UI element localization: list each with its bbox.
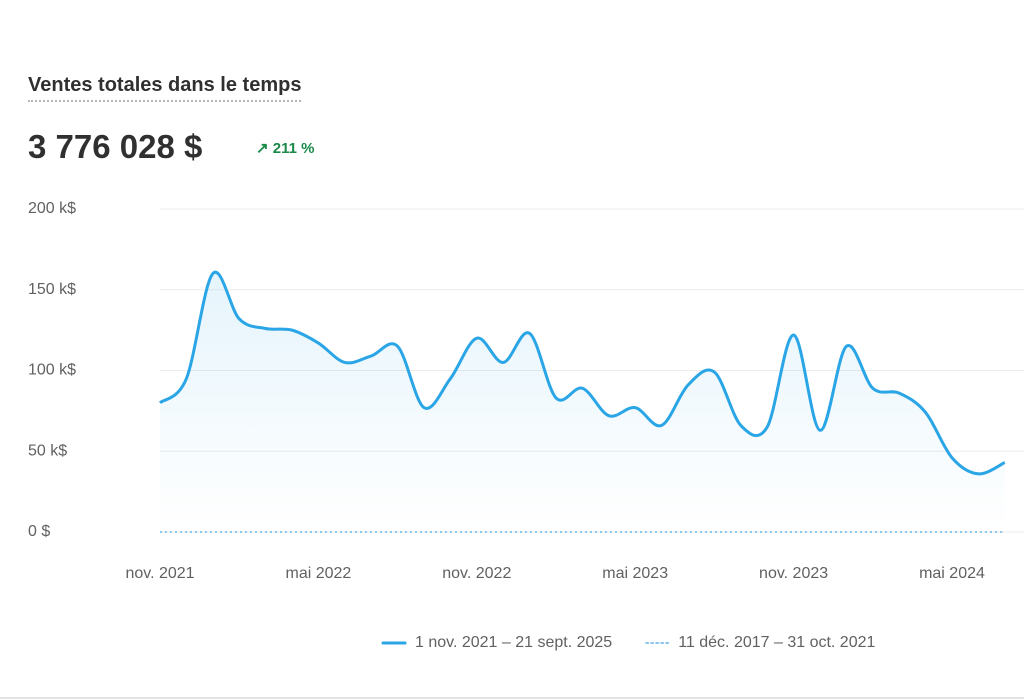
x-tick-label: mai 2022 [285, 565, 351, 582]
x-tick-label: nov. 2022 [442, 565, 511, 582]
x-tick-label: mai 2024 [919, 565, 985, 582]
area [160, 272, 1005, 532]
legend-label: 1 nov. 2021 – 21 sept. 2025 [415, 634, 612, 651]
y-tick-label: 200 k$ [28, 200, 76, 217]
y-tick-label: 50 k$ [28, 442, 67, 459]
plot [158, 270, 1006, 533]
card-title[interactable]: Ventes totales dans le temps [28, 74, 302, 102]
arrow-icon: ↗ [256, 140, 269, 157]
y-tick-label: 150 k$ [28, 281, 76, 298]
x-tick-label: nov. 2021 [125, 565, 194, 582]
total-value: 3 776 028 $ [28, 128, 203, 165]
change: ↗ 211 % [256, 139, 314, 157]
y-tick-label: 0 $ [28, 523, 50, 540]
x-tick-label: nov. 2023 [759, 565, 828, 582]
y-tick-label: 100 k$ [28, 362, 76, 379]
legend-label: 11 déc. 2017 – 31 oct. 2021 [678, 634, 875, 651]
series-line [158, 270, 1006, 476]
change-value: 211 % [272, 140, 315, 157]
x-tick-label: mai 2023 [602, 565, 668, 582]
